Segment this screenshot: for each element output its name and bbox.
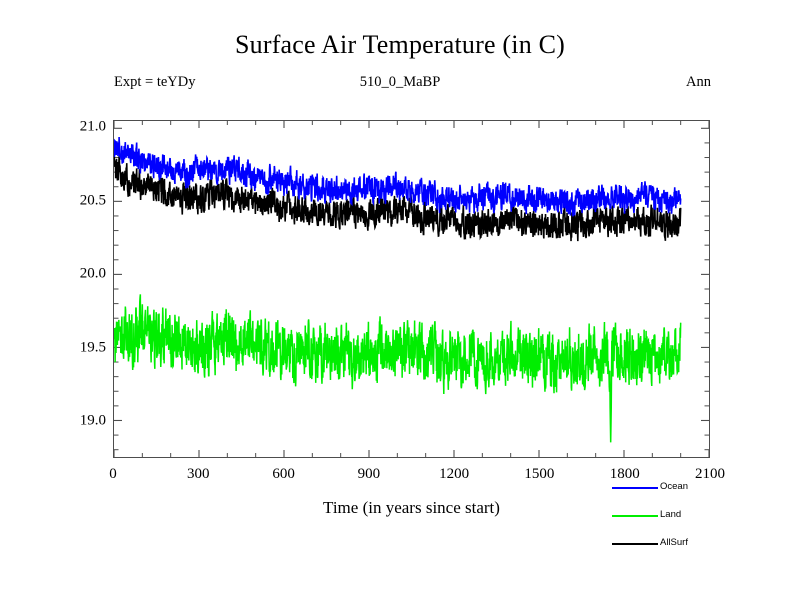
x-axis-title: Time (in years since start) (323, 498, 500, 517)
legend-swatch-land (612, 515, 658, 517)
legend-label: Ocean (660, 481, 688, 492)
legend-label: Land (660, 509, 682, 520)
dataset-label: 510_0_MaBP (359, 74, 441, 90)
x-tick-label: 600 (272, 466, 295, 482)
series-line-ocean (114, 136, 682, 217)
series-line-land (114, 294, 682, 443)
y-tick-labels: 19.0 19.5 20.0 20.5 21.0 (44, 0, 106, 600)
experiment-label: Expt = teYDy (114, 74, 196, 90)
y-tick-label: 19.5 (79, 339, 106, 356)
chart-title: Surface Air Temperature (in C) (234, 30, 566, 59)
x-tick-label: 1200 (439, 466, 470, 482)
legend-swatch-ocean (612, 487, 658, 489)
y-tick-label: 19.0 (79, 412, 106, 429)
x-tick-label: 2100 (695, 466, 725, 482)
x-tick-label: 900 (357, 466, 381, 482)
y-tick-label: 20.5 (79, 192, 106, 209)
x-tick-label: 1500 (524, 466, 555, 482)
x-tick-label: 300 (187, 466, 210, 482)
legend-label: AllSurf (660, 537, 688, 548)
time-average-label: Ann (686, 74, 711, 90)
x-tick-label: 0 (109, 466, 117, 482)
series-line-allsurf (114, 155, 682, 242)
y-tick-label: 20.0 (79, 265, 106, 282)
y-tick-label: 21.0 (79, 118, 106, 135)
series-canvas (114, 121, 709, 457)
legend-swatch-allsurf (612, 543, 658, 545)
plot-area (113, 120, 710, 458)
x-tick-label: 1800 (609, 466, 640, 482)
